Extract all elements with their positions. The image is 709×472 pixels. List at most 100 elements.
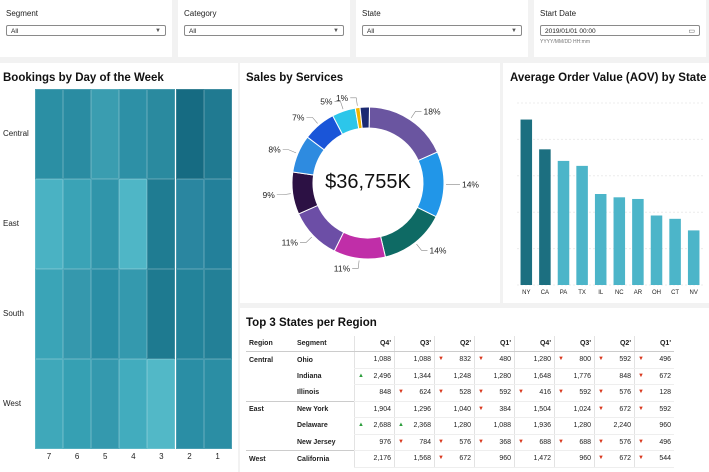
value-cell: 976 (354, 434, 395, 451)
value-cell: ▼ 624 (394, 384, 435, 402)
heatmap-cell[interactable] (175, 89, 204, 179)
table-header[interactable]: Q1' (474, 336, 515, 352)
heatmap-cell[interactable] (91, 89, 120, 179)
value-text: 784 (419, 438, 431, 446)
value-text: 1,504 (533, 405, 551, 413)
donut-leader-line (306, 117, 318, 124)
heatmap-cell[interactable] (147, 89, 176, 179)
heatmap-cell[interactable] (35, 359, 64, 449)
heatmap-cell[interactable] (147, 269, 176, 359)
aov-bar[interactable] (557, 160, 570, 285)
donut-slice[interactable] (416, 151, 445, 218)
aov-bar[interactable] (520, 119, 533, 285)
trend-down-icon: ▼ (518, 389, 524, 396)
heatmap-cell[interactable] (147, 359, 176, 449)
trend-down-icon: ▼ (438, 389, 444, 396)
filter-segment-label: Segment (6, 9, 39, 18)
table-row[interactable]: West California 2,176 1,568 ▼ 672 960 1,472 960 ▼… (246, 450, 674, 468)
heatmap-col-label: 5 (102, 452, 108, 461)
donut-slice[interactable] (359, 106, 371, 129)
donut-slice[interactable] (291, 171, 319, 215)
donut-slice[interactable] (380, 206, 437, 258)
heatmap-cell[interactable] (175, 359, 204, 449)
heatmap-cell[interactable] (35, 89, 64, 179)
heatmap-cell[interactable] (91, 359, 120, 449)
heatmap-cell[interactable] (203, 89, 232, 179)
heatmap-cell[interactable] (147, 179, 176, 269)
value-cell: 1,040 (434, 401, 475, 418)
trend-down-icon: ▼ (518, 438, 524, 445)
value-cell: 1,776 (554, 368, 595, 385)
heatmap-cell[interactable] (175, 179, 204, 269)
heatmap-cell[interactable] (63, 179, 92, 269)
start-date-input[interactable]: 2019/01/01 00:00 ▭ (540, 25, 700, 36)
table-header[interactable]: Q2' (434, 336, 475, 352)
heatmap-cell[interactable] (91, 179, 120, 269)
value-text: 1,472 (533, 455, 551, 463)
value-text: 592 (619, 356, 631, 364)
aov-bar[interactable] (613, 197, 626, 285)
value-text: 960 (499, 455, 511, 463)
heatmap-cell[interactable] (63, 269, 92, 359)
calendar-icon[interactable]: ▭ (688, 28, 695, 35)
aov-bar[interactable] (594, 194, 607, 285)
heatmap-cell[interactable] (35, 179, 64, 269)
heatmap-cell[interactable] (119, 89, 148, 179)
aov-card: Average Order Value (AOV) by State NY CA P… (503, 63, 709, 303)
table-header[interactable]: Q4' (354, 336, 395, 352)
table-row[interactable]: Central Ohio 1,088 1,088 ▼ 832 ▼ 480 1,280 ▼ 800 ▼ 5… (246, 351, 674, 369)
table-header[interactable]: Q4' (514, 336, 555, 352)
heatmap-row-label: South (3, 309, 24, 318)
value-cell: ▼ 672 (634, 368, 674, 385)
aov-bar[interactable] (632, 198, 644, 285)
table-row[interactable]: East New York 1,904 1,296 1,040 ▼ 384 1,504 1,02… (246, 401, 674, 418)
aov-bar[interactable] (576, 165, 588, 285)
heatmap-card: Bookings by Day of the Week Central East S… (0, 63, 238, 472)
value-text: 1,088 (413, 356, 431, 364)
heatmap-cell[interactable] (119, 179, 148, 269)
trend-down-icon: ▼ (638, 356, 644, 363)
heatmap-cell[interactable] (119, 359, 148, 449)
aov-bar[interactable] (650, 215, 663, 285)
heatmap-cell[interactable] (63, 359, 92, 449)
heatmap-row-label: East (3, 219, 20, 228)
value-text: 1,088 (373, 356, 391, 364)
table-header[interactable]: Q3' (554, 336, 595, 352)
heatmap-cell[interactable] (119, 269, 148, 359)
value-cell: 1,648 (514, 368, 555, 385)
value-cell: ▼ 528 (434, 384, 475, 402)
table-header[interactable]: Region (246, 336, 294, 352)
table-row[interactable]: Indiana ▲ 2,496 1,344 1,248 1,280 1,648 1,776 84… (246, 368, 674, 385)
heatmap-cell[interactable] (175, 269, 204, 359)
table-header[interactable]: Q3' (394, 336, 435, 352)
aov-bar[interactable] (669, 218, 681, 285)
value-cell: 1,088 (354, 351, 395, 369)
table-row[interactable]: Delaware ▲ 2,688 ▲ 2,368 1,280 1,088 1,936 1,280… (246, 417, 674, 435)
table-header[interactable]: Segment (294, 336, 355, 352)
table-header[interactable]: Q1' (634, 336, 674, 352)
table-row[interactable]: New Jersey 976 ▼ 784 ▼ 576 ▼ 368 ▼ 688 ▼ 688 ▼ 576 ▼ 49… (246, 434, 674, 451)
table-row[interactable]: Illinois 848 ▼ 624 ▼ 528 ▼ 592 ▼ 416 ▼ 592 ▼ 576 ▼ 128 (246, 384, 674, 402)
category-select[interactable]: All ▼ (184, 25, 344, 36)
state-select[interactable]: All ▼ (362, 25, 522, 36)
table-header[interactable]: Q2' (594, 336, 635, 352)
trend-down-icon: ▼ (478, 438, 484, 445)
heatmap-cell[interactable] (203, 359, 232, 449)
aov-bar[interactable] (687, 230, 700, 285)
value-text: 592 (499, 389, 511, 397)
donut-slice[interactable] (297, 204, 345, 252)
heatmap-cell[interactable] (91, 269, 120, 359)
value-cell: ▼ 672 (594, 401, 635, 418)
heatmap-cell[interactable] (203, 269, 232, 359)
segment-select[interactable]: All ▼ (6, 25, 166, 36)
heatmap-cell[interactable] (63, 89, 92, 179)
value-cell: ▲ 2,496 (354, 368, 395, 385)
value-cell: 1,024 (554, 401, 595, 418)
donut-leader-line (299, 236, 312, 243)
aov-bar[interactable] (539, 149, 551, 285)
value-text: 480 (499, 356, 511, 364)
heatmap-cell[interactable] (35, 269, 64, 359)
heatmap-cell[interactable] (203, 179, 232, 269)
trend-down-icon: ▼ (438, 455, 444, 462)
filter-segment: Segment All ▼ (0, 0, 172, 57)
